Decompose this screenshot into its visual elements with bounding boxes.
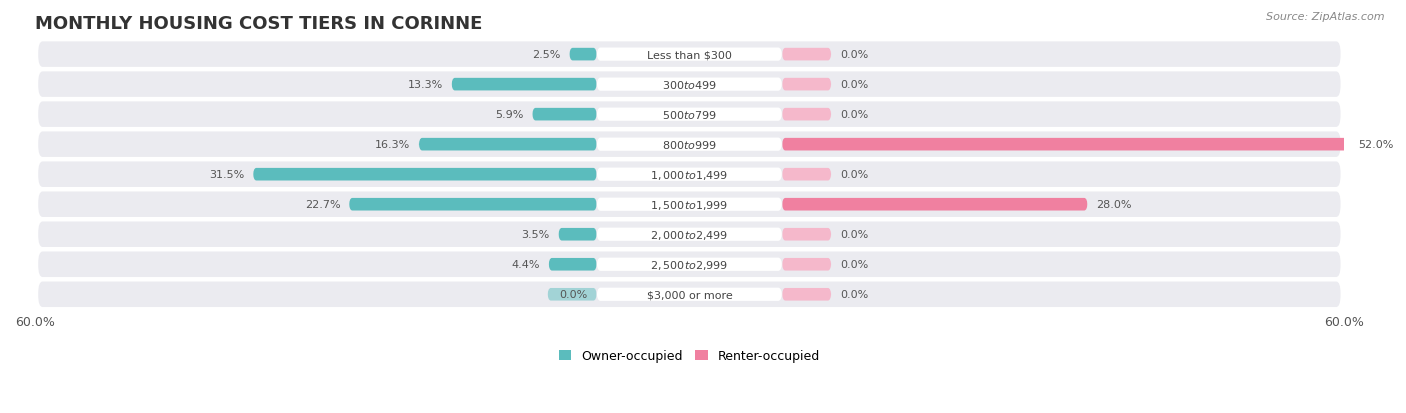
Text: 28.0%: 28.0% (1097, 200, 1132, 210)
Text: 2.5%: 2.5% (533, 50, 561, 60)
FancyBboxPatch shape (38, 102, 1340, 128)
Text: $1,000 to $1,499: $1,000 to $1,499 (650, 168, 728, 181)
FancyBboxPatch shape (596, 48, 782, 62)
Text: 0.0%: 0.0% (839, 110, 868, 120)
Text: 4.4%: 4.4% (512, 260, 540, 270)
Text: $800 to $999: $800 to $999 (662, 139, 717, 151)
FancyBboxPatch shape (38, 252, 1340, 278)
Text: 22.7%: 22.7% (305, 200, 340, 210)
FancyBboxPatch shape (38, 72, 1340, 97)
FancyBboxPatch shape (596, 288, 782, 301)
Text: 0.0%: 0.0% (839, 230, 868, 240)
FancyBboxPatch shape (782, 228, 831, 241)
FancyBboxPatch shape (569, 49, 596, 61)
Text: 5.9%: 5.9% (495, 110, 523, 120)
Text: MONTHLY HOUSING COST TIERS IN CORINNE: MONTHLY HOUSING COST TIERS IN CORINNE (35, 15, 482, 33)
Text: 52.0%: 52.0% (1358, 140, 1393, 150)
FancyBboxPatch shape (782, 109, 831, 121)
FancyBboxPatch shape (782, 78, 831, 91)
FancyBboxPatch shape (782, 49, 831, 61)
FancyBboxPatch shape (596, 168, 782, 181)
FancyBboxPatch shape (596, 138, 782, 152)
Text: $500 to $799: $500 to $799 (662, 109, 717, 121)
FancyBboxPatch shape (782, 258, 831, 271)
FancyBboxPatch shape (533, 109, 596, 121)
FancyBboxPatch shape (253, 169, 596, 181)
FancyBboxPatch shape (782, 288, 831, 301)
FancyBboxPatch shape (38, 282, 1340, 307)
FancyBboxPatch shape (38, 162, 1340, 188)
FancyBboxPatch shape (548, 258, 596, 271)
Text: 31.5%: 31.5% (209, 170, 245, 180)
FancyBboxPatch shape (782, 169, 831, 181)
Text: 16.3%: 16.3% (375, 140, 411, 150)
FancyBboxPatch shape (596, 108, 782, 121)
FancyBboxPatch shape (596, 258, 782, 271)
FancyBboxPatch shape (596, 228, 782, 241)
Text: $2,500 to $2,999: $2,500 to $2,999 (650, 258, 728, 271)
FancyBboxPatch shape (38, 192, 1340, 218)
FancyBboxPatch shape (782, 198, 1087, 211)
Text: 0.0%: 0.0% (560, 290, 588, 299)
Text: 0.0%: 0.0% (839, 80, 868, 90)
FancyBboxPatch shape (38, 132, 1340, 157)
FancyBboxPatch shape (451, 78, 596, 91)
Text: $2,000 to $2,499: $2,000 to $2,499 (650, 228, 728, 241)
Text: 0.0%: 0.0% (839, 260, 868, 270)
Text: 13.3%: 13.3% (408, 80, 443, 90)
FancyBboxPatch shape (547, 288, 596, 301)
Text: 3.5%: 3.5% (522, 230, 550, 240)
Legend: Owner-occupied, Renter-occupied: Owner-occupied, Renter-occupied (558, 350, 820, 363)
FancyBboxPatch shape (38, 222, 1340, 247)
Text: 0.0%: 0.0% (839, 290, 868, 299)
Text: $1,500 to $1,999: $1,500 to $1,999 (650, 198, 728, 211)
FancyBboxPatch shape (596, 78, 782, 92)
FancyBboxPatch shape (782, 138, 1350, 151)
FancyBboxPatch shape (558, 228, 596, 241)
FancyBboxPatch shape (38, 42, 1340, 68)
Text: Less than $300: Less than $300 (647, 50, 731, 60)
Text: 0.0%: 0.0% (839, 170, 868, 180)
Text: $300 to $499: $300 to $499 (662, 79, 717, 91)
FancyBboxPatch shape (349, 198, 596, 211)
FancyBboxPatch shape (596, 198, 782, 211)
Text: $3,000 or more: $3,000 or more (647, 290, 733, 299)
Text: Source: ZipAtlas.com: Source: ZipAtlas.com (1267, 12, 1385, 22)
FancyBboxPatch shape (419, 138, 596, 151)
Text: 0.0%: 0.0% (839, 50, 868, 60)
